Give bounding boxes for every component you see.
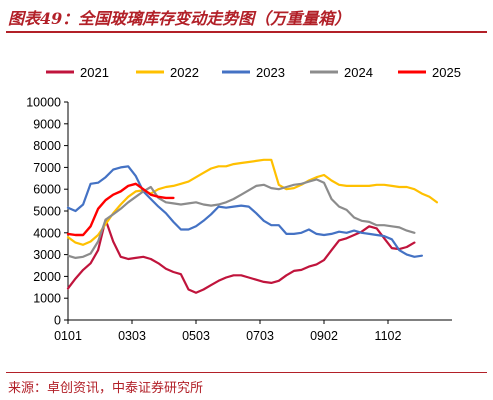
y-tick-label: 9000 — [33, 117, 61, 131]
x-tick-label: 0101 — [54, 329, 82, 343]
inventory-line-chart: 2021 2022 2023 2024 2025 0 1000 2000 3000 4000 50… — [26, 65, 461, 343]
x-tick-label: 0503 — [182, 329, 210, 343]
x-axis: 0101 0303 0503 0703 0902 1102 — [54, 319, 452, 343]
title-divider — [6, 31, 487, 33]
y-tick-label: 6000 — [33, 183, 61, 197]
y-tick-label: 3000 — [33, 248, 61, 262]
x-tick-label: 0303 — [118, 329, 146, 343]
legend-label: 2024 — [344, 65, 373, 80]
legend-label: 2025 — [432, 65, 461, 80]
series-line-2025 — [66, 182, 175, 237]
series-line-2023 — [66, 165, 423, 258]
legend-label: 2023 — [256, 65, 285, 80]
series-line-2022 — [66, 158, 438, 246]
chart-legend: 2021 2022 2023 2024 2025 — [46, 65, 461, 80]
y-tick-label: 7000 — [33, 161, 61, 175]
y-tick-label: 4000 — [33, 226, 61, 240]
source-note: 来源：卓创资讯，中泰证券研究所 — [8, 381, 204, 396]
legend-label: 2022 — [170, 65, 199, 80]
y-tick-label: 2000 — [33, 270, 61, 284]
y-tick-label: 0 — [54, 314, 61, 328]
x-tick-label: 0902 — [310, 329, 338, 343]
x-tick-label: 0703 — [246, 329, 274, 343]
figure-title: 图表49：全国玻璃库存变动走势图（万重量箱） — [8, 9, 351, 28]
series-layer — [66, 158, 438, 294]
y-axis: 0 1000 2000 3000 4000 5000 6000 7000 8000 9000 100… — [26, 96, 69, 328]
y-tick-label: 8000 — [33, 139, 61, 153]
series-line-2024 — [66, 178, 416, 259]
y-tick-label: 5000 — [33, 205, 61, 219]
x-tick-label: 1102 — [375, 329, 402, 343]
y-tick-label: 10000 — [26, 96, 61, 110]
series-line-2021 — [66, 218, 416, 294]
legend-label: 2021 — [80, 65, 109, 80]
y-tick-label: 1000 — [33, 292, 61, 306]
source-divider — [6, 372, 487, 373]
